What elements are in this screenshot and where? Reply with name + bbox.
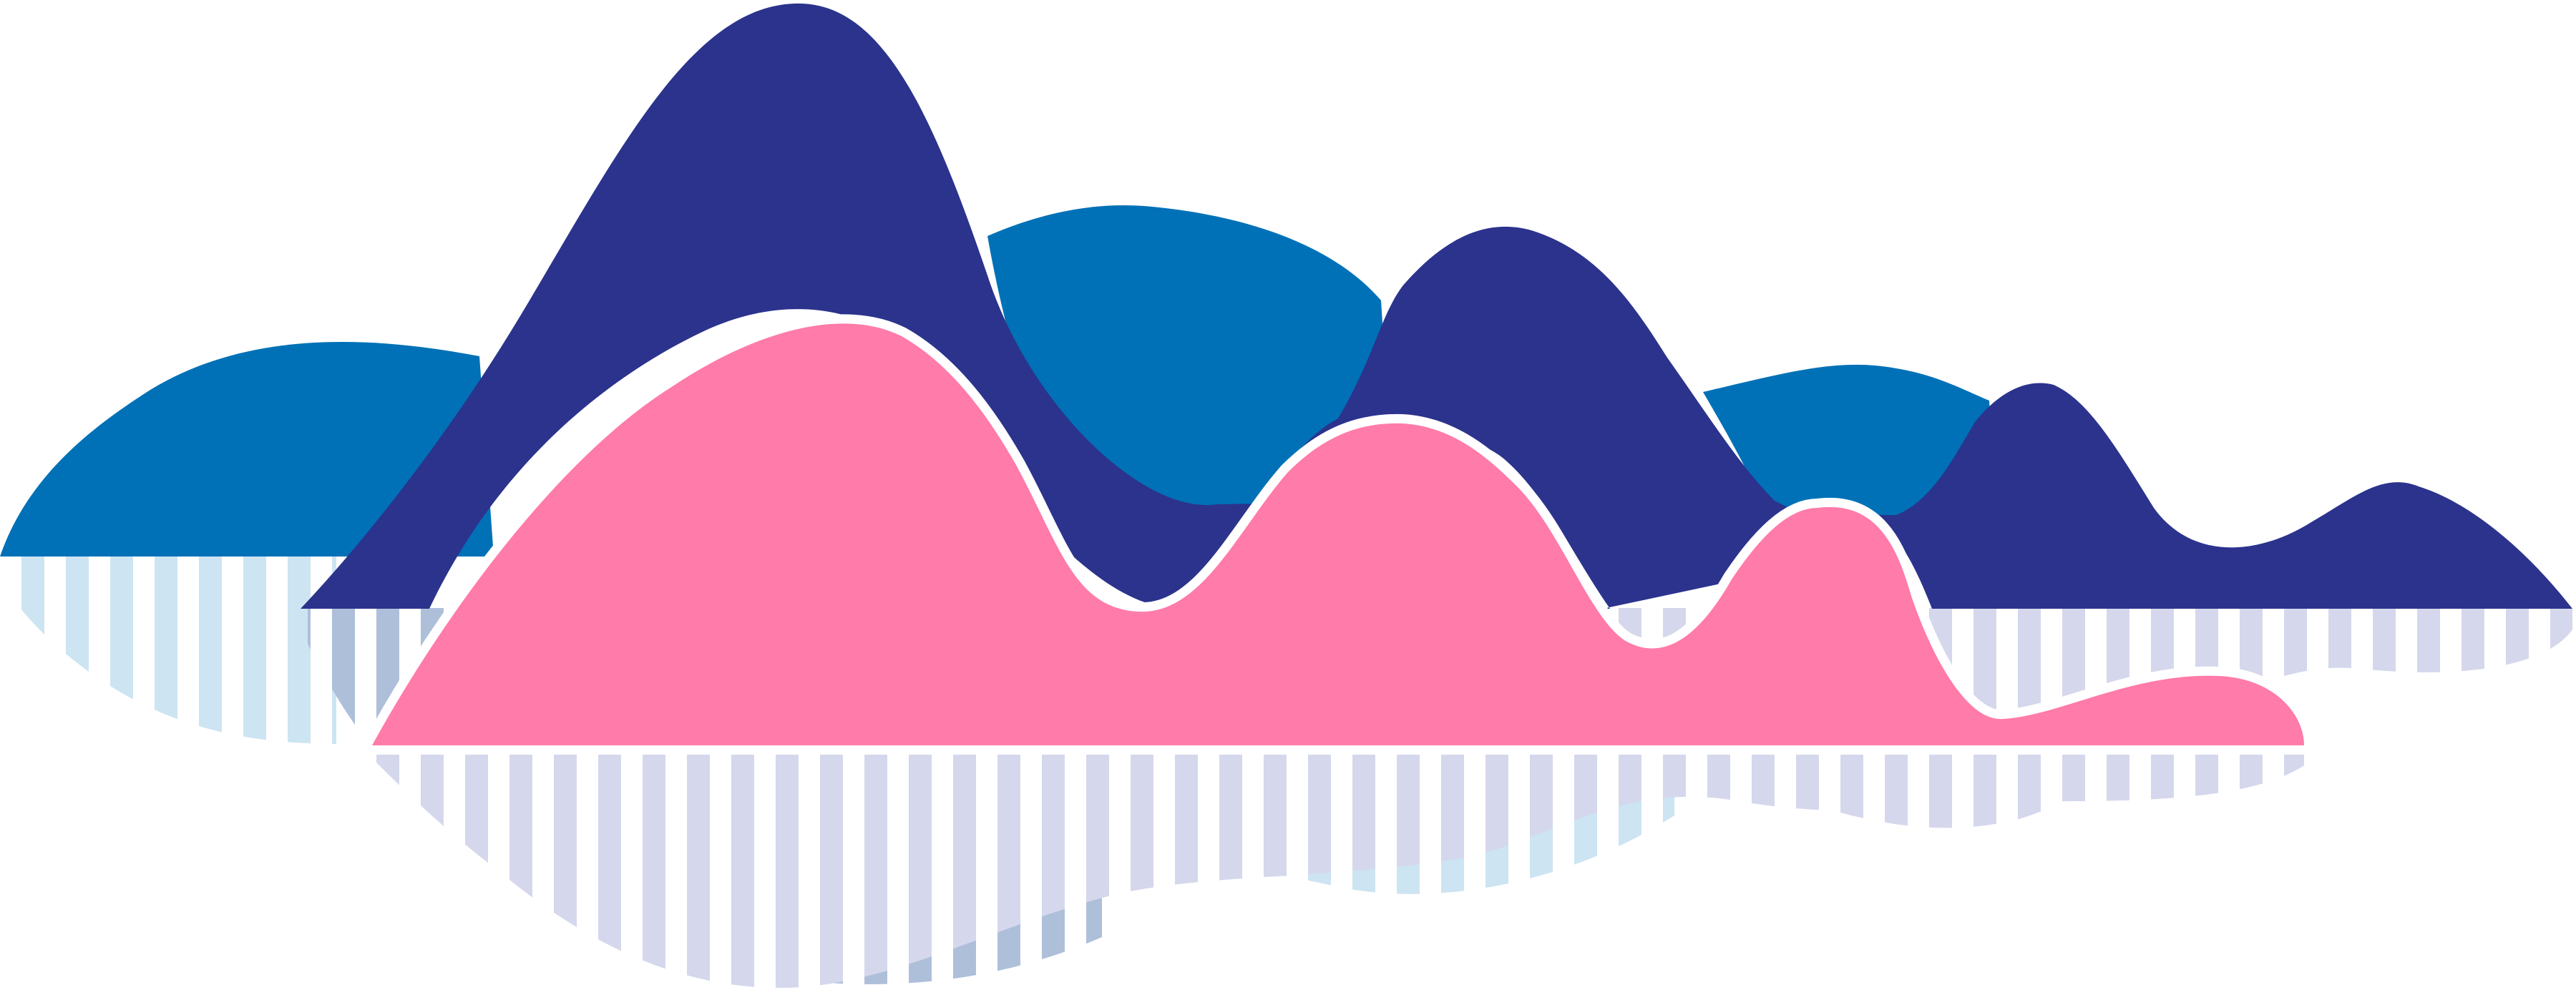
pink-hills-shape: [372, 323, 2304, 746]
navy-mountain-left: [301, 3, 2572, 609]
pink-hills: [363, 314, 2313, 755]
blue-hill-right: [1703, 364, 1996, 529]
navy-mountains: [301, 3, 2572, 609]
blue-hill-left: [0, 341, 494, 557]
